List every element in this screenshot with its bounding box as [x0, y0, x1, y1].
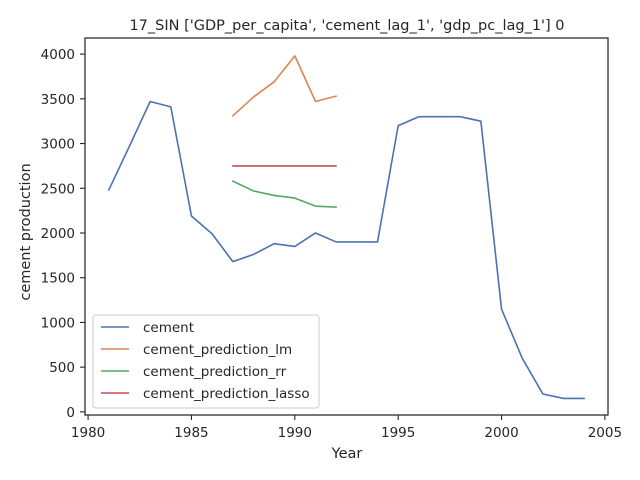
plot-area: [107, 55, 586, 400]
series-line-cement-prediction-lm: [232, 55, 337, 117]
x-axis: 1980 1985 1990 1995 2000 2005: [71, 415, 622, 441]
y-axis-title: cement production: [18, 163, 34, 300]
y-axis: 0 500 1000 1500 2000 2500 3000 3500 4000: [41, 47, 85, 421]
legend-label: cement_prediction_rr: [143, 364, 287, 380]
y-tick-label: 1000: [41, 315, 75, 331]
y-tick-label: 3000: [41, 137, 75, 153]
legend-label: cement_prediction_lm: [143, 342, 292, 358]
y-tick-label: 1500: [41, 271, 75, 287]
y-tick-label: 0: [66, 405, 75, 421]
chart-title: 17_SIN ['GDP_per_capita', 'cement_lag_1'…: [129, 18, 564, 34]
y-tick-label: 500: [49, 360, 75, 376]
legend-box: [92, 314, 320, 409]
legend: cement cement_prediction_lm cement_predict…: [92, 314, 320, 409]
series-line-cement: [107, 100, 586, 400]
x-tick-label: 1990: [278, 425, 312, 441]
x-tick-label: 2000: [484, 425, 518, 441]
x-tick-label: 1995: [381, 425, 415, 441]
legend-label: cement: [143, 320, 194, 336]
x-tick-label: 1985: [174, 425, 208, 441]
y-tick-label: 2000: [41, 226, 75, 242]
y-tick-label: 4000: [41, 47, 75, 63]
x-tick-label: 2005: [588, 425, 622, 441]
x-tick-label: 1980: [71, 425, 105, 441]
x-axis-title: Year: [331, 446, 363, 462]
y-tick-label: 2500: [41, 181, 75, 197]
y-tick-label: 3500: [41, 92, 75, 108]
series-line-cement-prediction-rr: [232, 180, 337, 208]
legend-label: cement_prediction_lasso: [143, 386, 310, 402]
axes-frame: [84, 37, 609, 416]
